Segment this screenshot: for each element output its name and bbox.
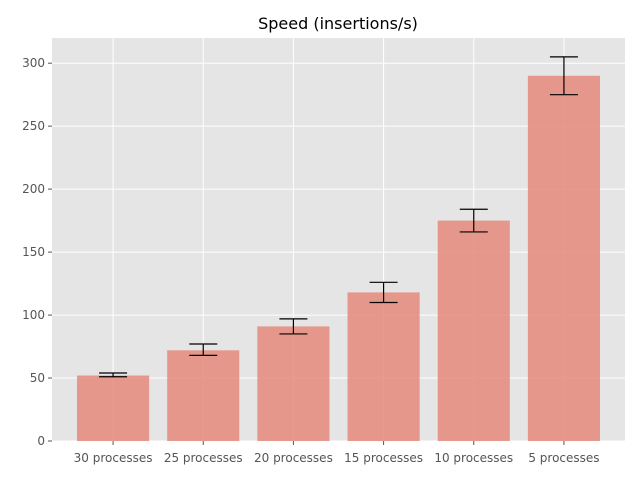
y-tick-label: 150 <box>22 245 45 259</box>
bar <box>77 375 150 441</box>
y-tick-label: 0 <box>37 434 45 448</box>
y-tick-label: 50 <box>30 371 45 385</box>
bar <box>257 326 330 441</box>
y-axis: 0 50 100 150 200 250 300 <box>22 56 52 448</box>
bar <box>347 292 420 441</box>
x-tick-label: 30 processes <box>74 451 153 465</box>
bar <box>437 220 510 441</box>
bar <box>167 350 240 441</box>
chart-title: Speed (insertions/s) <box>258 14 418 33</box>
x-tick-label: 25 processes <box>164 451 243 465</box>
x-tick-label: 10 processes <box>434 451 513 465</box>
x-tick-label: 5 processes <box>528 451 599 465</box>
x-tick-label: 15 processes <box>344 451 423 465</box>
y-tick-label: 250 <box>22 119 45 133</box>
y-tick-label: 300 <box>22 56 45 70</box>
error-bars <box>99 56 578 378</box>
bars <box>77 75 600 441</box>
bar <box>527 75 600 441</box>
x-tick-label: 20 processes <box>254 451 333 465</box>
x-axis: 30 processes 25 processes 20 processes 15 p… <box>74 441 600 465</box>
y-tick-label: 200 <box>22 182 45 196</box>
y-tick-label: 100 <box>22 308 45 322</box>
